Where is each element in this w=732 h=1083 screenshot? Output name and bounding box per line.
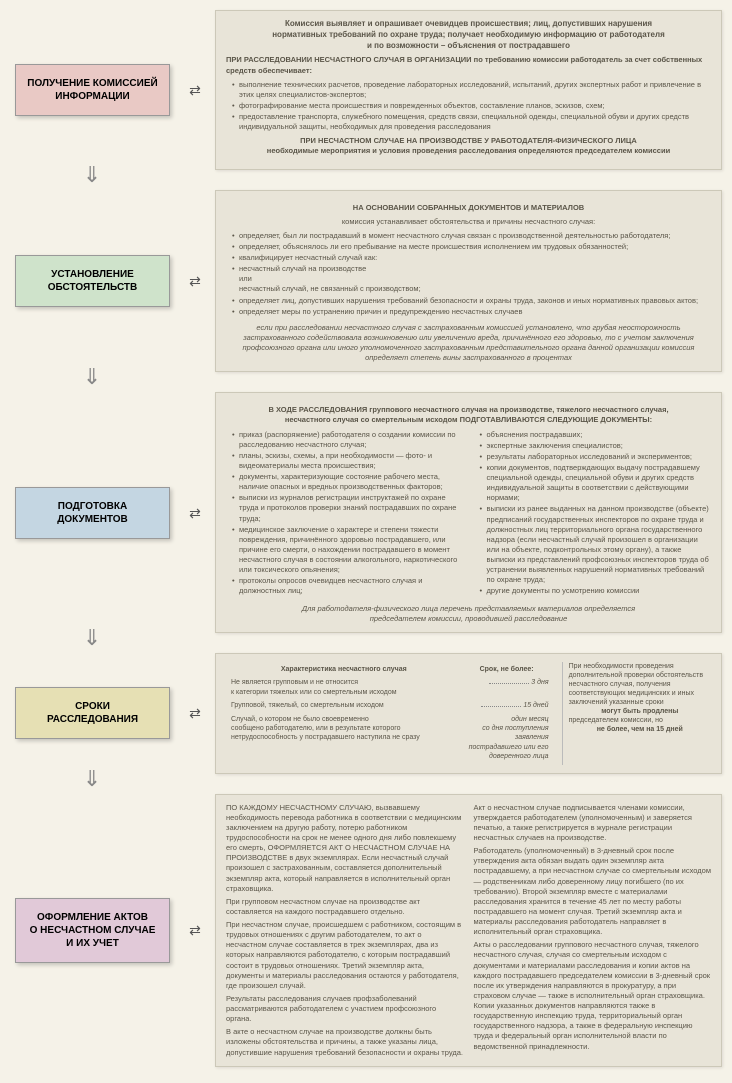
arrow-right-icon: ⇄ bbox=[189, 274, 201, 288]
panel3-caps1: В ХОДЕ РАССЛЕДОВАНИЯ группового несчастн… bbox=[226, 405, 711, 425]
list-item: выполнение технических расчетов, проведе… bbox=[232, 80, 711, 100]
panel2-sub: комиссия устанавливает обстоятельства и … bbox=[226, 217, 711, 227]
col2-header: Срок, не более: bbox=[462, 664, 552, 675]
stage-box-3: ПОДГОТОВКА ДОКУМЕНТОВ bbox=[15, 487, 170, 539]
list-item: определяет меры по устранению причин и п… bbox=[232, 307, 711, 317]
panel2-caps1: НА ОСНОВАНИИ СОБРАННЫХ ДОКУМЕНТОВ И МАТЕ… bbox=[226, 203, 711, 213]
panel-2: НА ОСНОВАНИИ СОБРАННЫХ ДОКУМЕНТОВ И МАТЕ… bbox=[215, 190, 722, 373]
left-col: ПОДГОТОВКА ДОКУМЕНТОВ ⇓ bbox=[10, 392, 175, 633]
list-item: определяет лиц, допустивших нарушения тр… bbox=[232, 296, 711, 306]
down-arrow-icon: ⇓ bbox=[83, 364, 101, 390]
list-item: копии документов, подтверждающих выдачу … bbox=[480, 463, 712, 504]
panel2-italic: если при расследовании несчастного случа… bbox=[226, 323, 711, 364]
list-item: документы, характеризующие состояние раб… bbox=[232, 472, 464, 492]
list-item: другие документы по усмотрению комиссии bbox=[480, 586, 712, 596]
arrow-right-icon: ⇄ bbox=[189, 923, 201, 937]
panel-1: Комиссия выявляет и опрашивает очевидцев… bbox=[215, 10, 722, 170]
row-val: 3 дня bbox=[462, 677, 552, 698]
para: Результаты расследования случаев профзаб… bbox=[226, 994, 464, 1024]
col1-header: Характеристика несчастного случая bbox=[228, 664, 460, 675]
panel2-list: определяет, был ли пострадавший в момент… bbox=[226, 231, 711, 317]
row-stage-5: ОФОРМЛЕНИЕ АКТОВ О НЕСЧАСТНОМ СЛУЧАЕ И И… bbox=[10, 794, 722, 1067]
row-desc: Не является групповым и не относится к к… bbox=[228, 677, 460, 698]
panel5-left: ПО КАЖДОМУ НЕСЧАСТНОМУ СЛУЧАЮ, вызвавшем… bbox=[226, 803, 464, 1058]
list-item: предоставление транспорта, служебного по… bbox=[232, 112, 711, 132]
left-col: УСТАНОВЛЕНИЕ ОБСТОЯТЕЛЬСТВ ⇓ bbox=[10, 190, 175, 373]
row-stage-1: ПОЛУЧЕНИЕ КОМИССИЕЙ ИНФОРМАЦИИ ⇓ ⇄ Комис… bbox=[10, 10, 722, 170]
stage-box-2: УСТАНОВЛЕНИЕ ОБСТОЯТЕЛЬСТВ bbox=[15, 255, 170, 307]
list-item: приказ (распоряжение) работодателя о соз… bbox=[232, 430, 464, 450]
time-table: Характеристика несчастного случая Срок, … bbox=[226, 662, 554, 765]
list-item: выписки из журналов регистрации инструкт… bbox=[232, 493, 464, 523]
list-item: планы, эскизы, схемы, а при необходимост… bbox=[232, 451, 464, 471]
list-item: выписки из ранее выданных на данном прои… bbox=[480, 504, 712, 585]
row-desc: Случай, о котором не было своевременно с… bbox=[228, 714, 460, 763]
arrow-right-icon: ⇄ bbox=[189, 83, 201, 97]
bi-arrow-connector: ⇄ bbox=[175, 10, 215, 170]
list-item: медицинское заключение о характере и сте… bbox=[232, 525, 464, 576]
down-arrow-icon: ⇓ bbox=[83, 766, 101, 792]
panel5-columns: ПО КАЖДОМУ НЕСЧАСТНОМУ СЛУЧАЮ, вызвавшем… bbox=[226, 803, 711, 1058]
arrow-right-icon: ⇄ bbox=[189, 706, 201, 720]
para: В акте о несчастном случае на производст… bbox=[226, 1027, 464, 1057]
list-item: результаты лабораторных исследований и э… bbox=[480, 452, 712, 462]
para: Акты о расследовании группового несчастн… bbox=[474, 940, 712, 1051]
row-val: один месяц со дня поступления заявления … bbox=[462, 714, 552, 763]
bi-arrow-connector: ⇄ bbox=[175, 794, 215, 1067]
panel3-italic: Для работодателя-физического лица перече… bbox=[226, 604, 711, 624]
panel5-right: Акт о несчастном случае подписывается чл… bbox=[474, 803, 712, 1058]
row-desc: Групповой, тяжелый, со смертельным исход… bbox=[228, 700, 460, 711]
para: Акт о несчастном случае подписывается чл… bbox=[474, 803, 712, 844]
panel1-caps1: ПРИ РАССЛЕДОВАНИИ НЕСЧАСТНОГО СЛУЧАЯ В О… bbox=[226, 55, 711, 75]
down-arrow-icon: ⇓ bbox=[83, 625, 101, 651]
list-item: фотографирование места происшествия и по… bbox=[232, 101, 711, 111]
para: Работодатель (уполномоченный) в 3-дневны… bbox=[474, 846, 712, 937]
panel-5: ПО КАЖДОМУ НЕСЧАСТНОМУ СЛУЧАЮ, вызвавшем… bbox=[215, 794, 722, 1067]
list-item: определяет, объяснялось ли его пребывани… bbox=[232, 242, 711, 252]
list-item: квалифицирует несчастный случай как: bbox=[232, 253, 711, 263]
panel3-columns: приказ (распоряжение) работодателя о соз… bbox=[226, 430, 711, 598]
list-item: экспертные заключения специалистов; bbox=[480, 441, 712, 451]
para: ПО КАЖДОМУ НЕСЧАСТНОМУ СЛУЧАЮ, вызвавшем… bbox=[226, 803, 464, 894]
bi-arrow-connector: ⇄ bbox=[175, 653, 215, 774]
left-col: СРОКИ РАССЛЕДОВАНИЯ ⇓ bbox=[10, 653, 175, 774]
panel1-caps2: ПРИ НЕСЧАСТНОМ СЛУЧАЕ НА ПРОИЗВОДСТВЕ У … bbox=[226, 136, 711, 156]
stage-box-1: ПОЛУЧЕНИЕ КОМИССИЕЙ ИНФОРМАЦИИ bbox=[15, 64, 170, 116]
bi-arrow-connector: ⇄ bbox=[175, 392, 215, 633]
panel1-heading: Комиссия выявляет и опрашивает очевидцев… bbox=[226, 19, 711, 51]
row-stage-4: СРОКИ РАССЛЕДОВАНИЯ ⇓ ⇄ Характеристика н… bbox=[10, 653, 722, 774]
row-val: 15 дней bbox=[462, 700, 552, 711]
bi-arrow-connector: ⇄ bbox=[175, 190, 215, 373]
list-item: объяснения пострадавших; bbox=[480, 430, 712, 440]
list-item: определяет, был ли пострадавший в момент… bbox=[232, 231, 711, 241]
panel-3: В ХОДЕ РАССЛЕДОВАНИЯ группового несчастн… bbox=[215, 392, 722, 633]
row-stage-3: ПОДГОТОВКА ДОКУМЕНТОВ ⇓ ⇄ В ХОДЕ РАССЛЕД… bbox=[10, 392, 722, 633]
panel4-note: При необходимости проведения дополнитель… bbox=[562, 662, 711, 765]
panel3-right-list: объяснения пострадавших; экспертные закл… bbox=[474, 430, 712, 597]
list-item: несчастный случай на производстве или не… bbox=[232, 264, 711, 294]
stage-box-5: ОФОРМЛЕНИЕ АКТОВ О НЕСЧАСТНОМ СЛУЧАЕ И И… bbox=[15, 898, 170, 963]
panel3-left-list: приказ (распоряжение) работодателя о соз… bbox=[226, 430, 464, 597]
arrow-right-icon: ⇄ bbox=[189, 506, 201, 520]
panel1-list: выполнение технических расчетов, проведе… bbox=[226, 80, 711, 133]
list-item: протоколы опросов очевидцев несчастного … bbox=[232, 576, 464, 596]
stage-box-4: СРОКИ РАССЛЕДОВАНИЯ bbox=[15, 687, 170, 739]
left-col: ПОЛУЧЕНИЕ КОМИССИЕЙ ИНФОРМАЦИИ ⇓ bbox=[10, 10, 175, 170]
row-stage-2: УСТАНОВЛЕНИЕ ОБСТОЯТЕЛЬСТВ ⇓ ⇄ НА ОСНОВА… bbox=[10, 190, 722, 373]
left-col: ОФОРМЛЕНИЕ АКТОВ О НЕСЧАСТНОМ СЛУЧАЕ И И… bbox=[10, 794, 175, 1067]
para: При несчастном случае, происшедшем с раб… bbox=[226, 920, 464, 991]
down-arrow-icon: ⇓ bbox=[83, 162, 101, 188]
panel-4: Характеристика несчастного случая Срок, … bbox=[215, 653, 722, 774]
